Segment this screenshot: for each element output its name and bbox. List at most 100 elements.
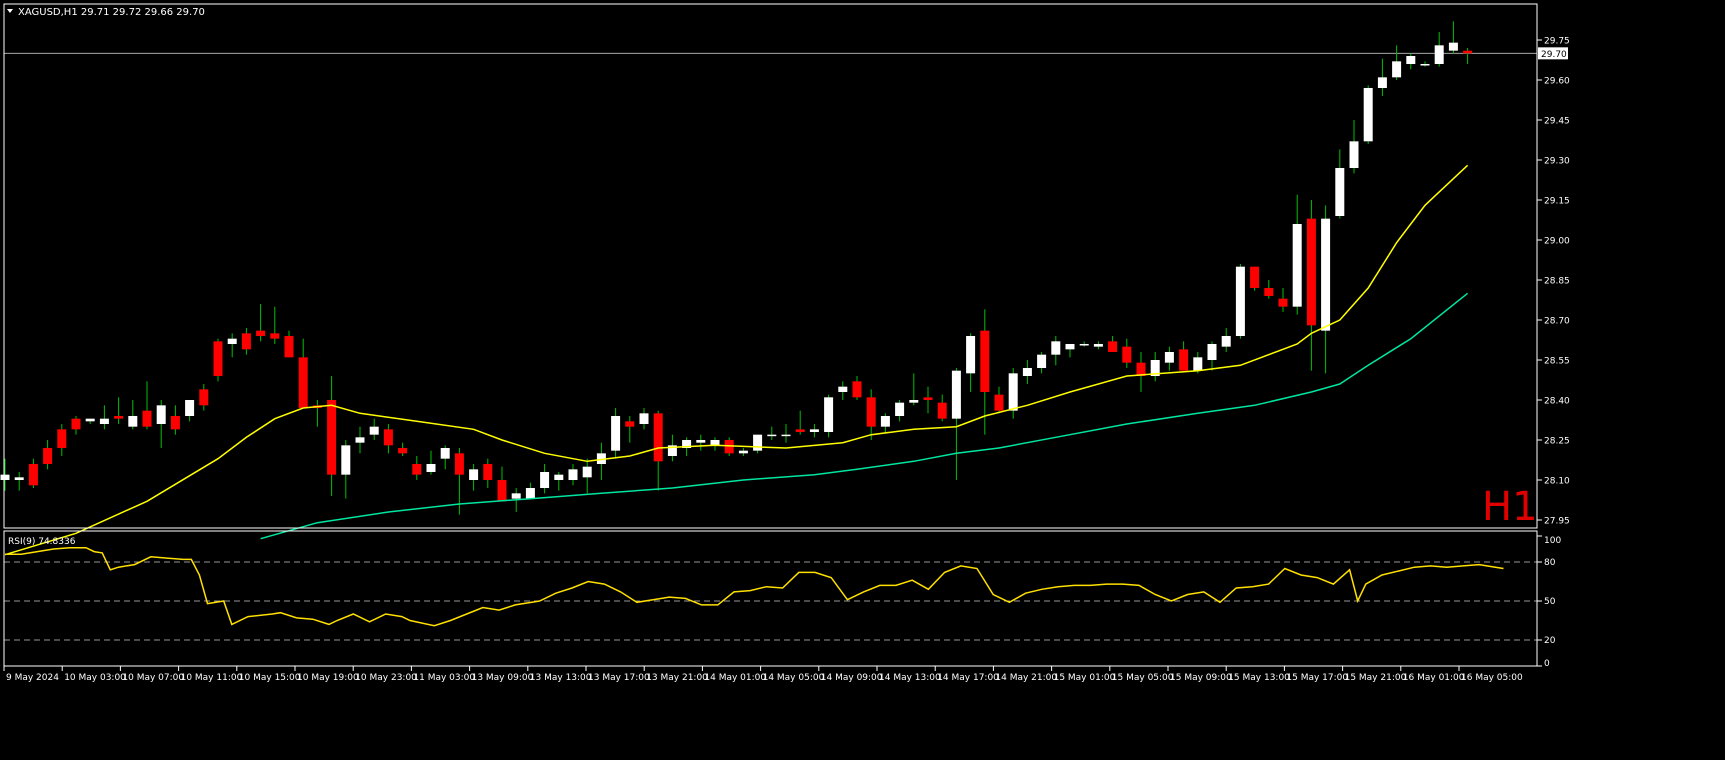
bull-candle-body [0,474,10,480]
bear-candle-body [1136,362,1146,376]
candle [937,394,947,422]
bull-candle-body [1377,77,1387,88]
bull-candle-body [469,469,479,480]
bull-candle-body [99,418,109,424]
bear-candle-body [1463,50,1473,54]
candle [327,376,337,496]
bear-candle-body [497,480,507,502]
bear-candle-body [795,429,805,432]
candle [895,400,905,422]
bull-candle-body [128,416,138,427]
candle [724,437,734,456]
bull-candle-body [1292,224,1302,307]
candle [1250,266,1260,291]
price-tick-label: 29.15 [1544,197,1570,207]
candle [1463,48,1473,64]
candle [1164,346,1174,371]
bull-candle-body [1221,336,1231,347]
rsi-tick-label: 50 [1544,597,1556,607]
time-tick-label: 10 May 15:00 [239,673,301,683]
bull-candle-body [1008,373,1018,411]
price-tick-label: 28.70 [1544,317,1570,327]
candle [1434,32,1444,67]
price-tick-label: 28.85 [1544,277,1570,287]
time-tick-label: 13 May 13:00 [530,673,592,683]
candle [1065,344,1075,358]
bull-candle-body [185,400,195,416]
candle [696,434,706,451]
price-tick-label: 28.10 [1544,477,1570,487]
bull-candle-body [639,413,649,424]
price-tick-label: 27.95 [1544,517,1570,527]
bull-candle-body [540,472,550,488]
bear-candle-body [270,333,280,339]
bear-candle-body [383,429,393,446]
bull-candle-body [85,418,95,422]
fast-moving-average-line [4,164,1469,556]
bear-candle-body [398,448,408,454]
bear-candle-body [28,464,38,486]
bear-candle-body [327,400,337,475]
candle [809,424,819,438]
bull-candle-body [369,426,379,435]
time-tick-label: 14 May 21:00 [995,673,1057,683]
candle [412,456,422,480]
time-tick-label: 13 May 17:00 [588,673,650,683]
bull-candle-body [1093,344,1103,347]
time-tick-label: 16 May 01:00 [1403,673,1465,683]
candle [497,466,507,502]
bear-candle-body [1108,341,1118,352]
candle [951,368,961,480]
candle [469,464,479,491]
bear-candle-body [284,336,294,358]
bull-candle-body [611,416,621,451]
bull-candle-body [14,477,24,480]
candle [1264,280,1274,299]
candle [852,376,862,400]
bear-candle-body [454,453,464,475]
price-panel[interactable] [0,21,1538,556]
candle [241,328,251,355]
bull-candle-body [682,440,692,448]
candle [1321,205,1331,374]
candle [483,458,493,488]
candle [554,472,564,491]
candle [383,424,393,454]
time-tick-label: 14 May 17:00 [937,673,999,683]
candle [284,330,294,358]
bear-candle-body [1264,288,1274,296]
bull-candle-body [1079,344,1089,346]
rsi-panel-border [3,530,1538,667]
candle [1093,341,1103,350]
candle [767,426,777,440]
candle [568,464,578,486]
bull-candle-body [738,450,748,454]
rsi-panel[interactable] [4,546,1537,641]
bear-candle-body [866,397,876,427]
timeframe-watermark: H1 [1482,484,1538,530]
candle [1406,53,1416,70]
bear-candle-body [170,416,180,430]
bear-candle-body [71,418,81,430]
bear-candle-body [653,413,663,462]
bull-candle-body [667,445,677,456]
bull-candle-body [1448,42,1458,51]
bull-candle-body [568,469,578,480]
bull-candle-body [880,416,890,427]
dropdown-triangle-icon [7,9,13,13]
candle [398,442,408,456]
rsi-tick-label: 20 [1544,636,1556,646]
candle [1377,58,1387,96]
bull-candle-body [1235,266,1245,336]
time-tick-label: 14 May 09:00 [821,673,883,683]
bull-candle-body [895,402,905,416]
time-tick-label: 10 May 19:00 [297,673,359,683]
bear-candle-body [1179,349,1189,371]
rsi-label: RSI(9) 74.8336 [8,537,76,547]
bull-candle-body [1164,352,1174,363]
candle [1008,368,1018,419]
time-tick-label: 15 May 05:00 [1112,673,1174,683]
candle [1235,264,1245,339]
